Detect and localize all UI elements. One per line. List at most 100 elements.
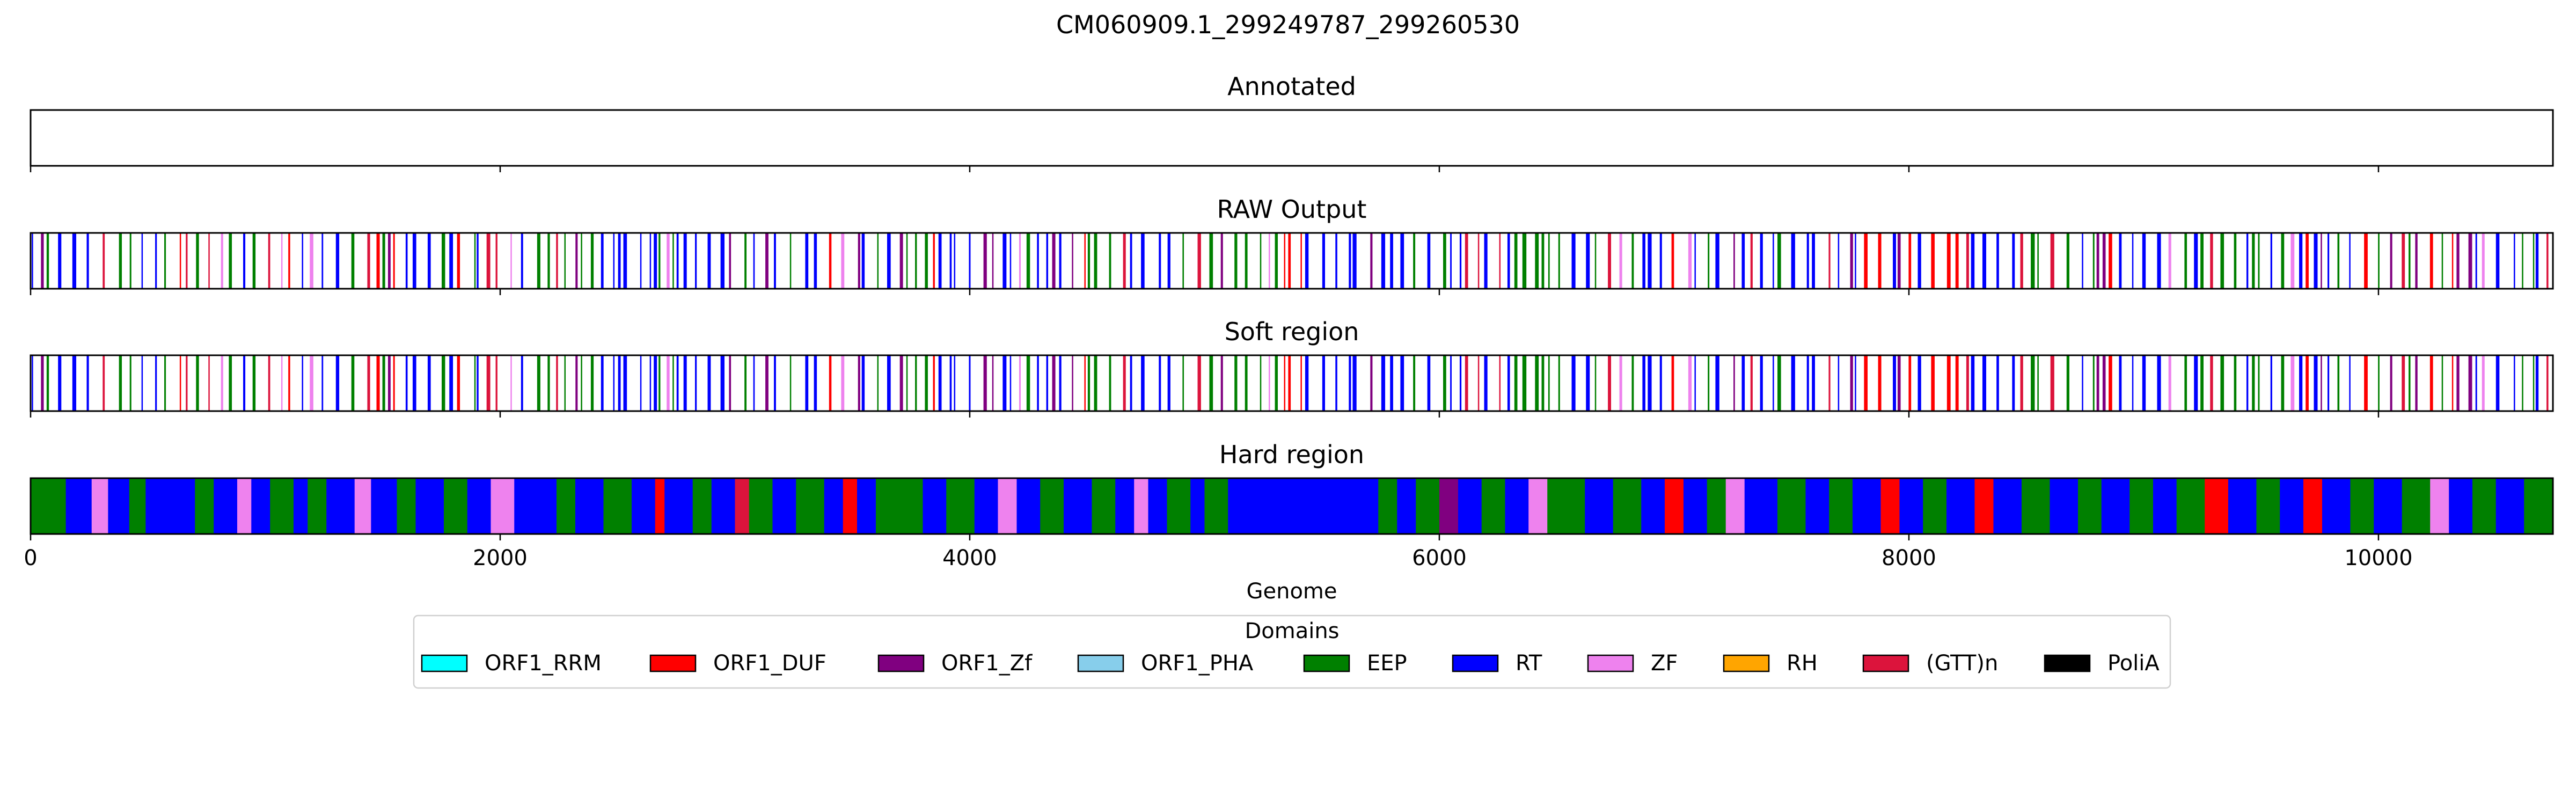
domain-mark: [2210, 355, 2213, 411]
domain-mark: [992, 355, 994, 411]
domain-mark: [1465, 233, 1468, 289]
domain-mark: [537, 355, 540, 411]
domain-mark: [1197, 355, 1201, 411]
domain-mark: [1167, 355, 1170, 411]
domain-mark: [1094, 355, 1097, 411]
domain-mark: [969, 355, 971, 411]
domain-mark: [2321, 233, 2322, 289]
domain-mark: [1443, 233, 1446, 289]
domain-mark: [2496, 355, 2500, 411]
domain-mark: [155, 233, 157, 289]
domain-mark: [2290, 355, 2295, 411]
domain-segment: [467, 478, 491, 534]
domain-mark: [640, 355, 642, 411]
domain-mark: [46, 355, 49, 411]
domain-segment: [514, 478, 557, 534]
domain-segment: [1993, 478, 2022, 534]
domain-mark: [707, 233, 711, 289]
domain-mark: [581, 355, 582, 411]
domain-mark: [119, 355, 122, 411]
domain-mark: [2429, 355, 2433, 411]
domain-mark: [683, 355, 687, 411]
domain-mark: [387, 355, 391, 411]
x-tick-label: 8000: [1882, 546, 1936, 570]
domain-segment: [556, 478, 576, 534]
domain-mark: [575, 355, 578, 411]
domain-mark: [1046, 355, 1049, 411]
domain-mark: [2409, 355, 2411, 411]
domain-mark: [412, 233, 416, 289]
domain-mark: [1484, 233, 1488, 289]
domain-mark: [1084, 233, 1086, 289]
domain-mark: [1777, 233, 1781, 289]
domain-mark: [658, 355, 661, 411]
domain-segment: [2322, 478, 2351, 534]
domain-mark: [2096, 355, 2099, 411]
domain-mark: [129, 355, 131, 411]
domain-mark: [196, 233, 199, 289]
domain-mark: [2281, 233, 2285, 289]
domain-mark: [1773, 233, 1774, 289]
domain-segment: [2303, 478, 2323, 534]
track-marks: [32, 233, 2549, 289]
domain-mark: [302, 233, 303, 289]
domain-segment: [1148, 478, 1167, 534]
domain-mark: [1850, 355, 1853, 411]
domain-mark: [41, 233, 44, 289]
domain-segment: [875, 478, 923, 534]
domain-mark: [2102, 233, 2106, 289]
domain-mark: [1671, 355, 1674, 411]
domain-mark: [2475, 233, 2477, 289]
domain-mark: [1955, 355, 1959, 411]
domain-mark: [2252, 233, 2255, 289]
domain-mark: [2020, 355, 2023, 411]
domain-mark: [2299, 233, 2303, 289]
domain-mark: [32, 233, 33, 289]
domain-mark: [310, 233, 313, 289]
domain-segment: [796, 478, 825, 534]
domain-mark: [1996, 233, 1999, 289]
domain-mark: [2522, 355, 2523, 411]
domain-mark: [1220, 233, 1223, 289]
domain-mark: [1059, 233, 1062, 289]
domain-mark: [474, 355, 476, 411]
domain-mark: [983, 233, 987, 289]
legend-label: ORF1_PHA: [1141, 651, 1254, 676]
domain-mark: [2066, 233, 2069, 289]
domain-mark: [1608, 355, 1612, 411]
domain-mark: [2132, 233, 2134, 289]
domain-mark: [744, 233, 747, 289]
domain-mark: [2482, 233, 2485, 289]
x-tick-label: 6000: [1412, 546, 1467, 570]
track-marks: [31, 478, 2553, 534]
track-frame: [30, 477, 2554, 535]
domain-mark: [861, 355, 865, 411]
domain-segment: [1805, 478, 1829, 534]
domain-mark: [2337, 233, 2340, 289]
domain-mark: [2349, 355, 2351, 411]
domain-segment: [664, 478, 693, 534]
domain-mark: [814, 355, 817, 411]
domain-mark: [556, 233, 558, 289]
domain-mark: [1300, 355, 1302, 411]
domain-mark: [877, 355, 879, 411]
domain-mark: [1955, 233, 1959, 289]
domain-mark: [1459, 233, 1462, 289]
domain-segment: [843, 478, 858, 534]
domain-mark: [405, 355, 408, 411]
domain-mark: [2482, 355, 2485, 411]
domain-mark: [1897, 355, 1901, 411]
domain-mark: [441, 233, 445, 289]
domain-mark: [1284, 233, 1286, 289]
domain-mark: [640, 233, 642, 289]
domain-mark: [829, 233, 832, 289]
domain-segment: [371, 478, 397, 534]
domain-segment: [162, 478, 195, 534]
domain-mark: [1541, 233, 1545, 289]
domain-mark: [1996, 355, 1999, 411]
domain-segment: [1190, 478, 1205, 534]
domain-mark: [1484, 355, 1488, 411]
domain-segment: [65, 478, 92, 534]
domain-segment: [2280, 478, 2304, 534]
domain-mark: [2496, 233, 2500, 289]
